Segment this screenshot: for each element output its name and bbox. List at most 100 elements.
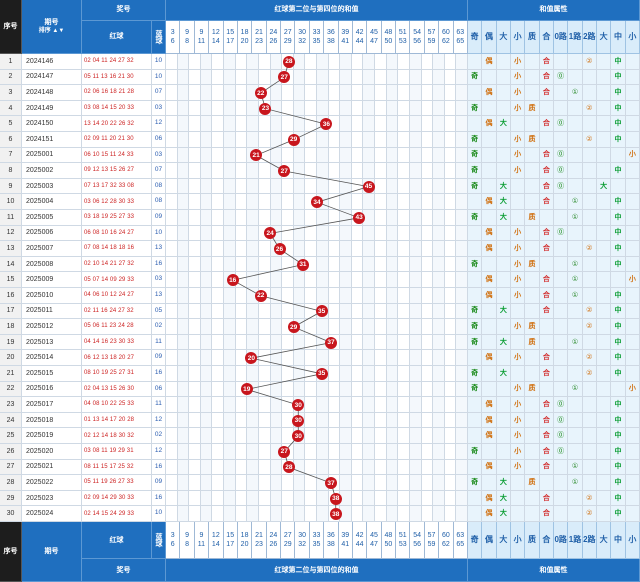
trend-cell <box>421 334 434 351</box>
trend-cell <box>375 334 387 351</box>
row-blue-ball: 06 <box>152 132 166 148</box>
row-seq: 17 <box>0 303 22 320</box>
trend-cell <box>270 210 283 226</box>
trend-cell <box>340 272 352 288</box>
trend-cell <box>200 272 213 288</box>
trend-cell <box>166 85 178 101</box>
trend-cell <box>421 506 434 522</box>
row-attr <box>468 288 483 304</box>
trend-cell <box>177 381 190 398</box>
row-attr: ⓪ <box>554 163 569 179</box>
trend-cell <box>177 303 190 320</box>
trend-cell <box>351 366 364 382</box>
trend-cell <box>224 459 236 476</box>
footer-trend-tick: 54 56 <box>410 522 425 560</box>
trend-cell <box>189 506 201 522</box>
trend-cell <box>409 350 422 366</box>
trend-cell <box>409 85 422 101</box>
row-seq: 14 <box>0 256 22 273</box>
trend-cell <box>177 444 190 460</box>
trend-cell <box>235 85 248 101</box>
tick-label: 57 <box>427 532 436 540</box>
row-attr <box>525 85 540 101</box>
row-attr <box>597 303 612 320</box>
trend-cell <box>177 428 190 444</box>
trend-cell <box>317 69 329 86</box>
trend-cell <box>398 116 410 132</box>
trend-cell <box>212 412 225 429</box>
header-trend-title: 红球第二位与第四位的和值 <box>166 0 468 21</box>
trend-cell <box>340 366 352 382</box>
trend-cell <box>456 475 468 491</box>
trend-cell <box>363 412 376 429</box>
row-attr <box>611 147 626 164</box>
tick-label: 21 <box>255 28 263 36</box>
trend-cell <box>340 54 352 70</box>
trend-cell <box>258 334 271 351</box>
row-attr: 中 <box>611 366 626 382</box>
trend-cell <box>398 194 410 210</box>
trend-cell <box>212 69 225 86</box>
tick-label: 45 <box>370 28 378 36</box>
row-attr: 中 <box>611 241 626 257</box>
trend-cell <box>456 85 468 101</box>
row-attr <box>482 132 497 148</box>
trend-cell <box>386 397 399 413</box>
row-attr: 质 <box>525 334 540 351</box>
trend-cell <box>166 303 178 320</box>
trend-cell <box>433 256 445 273</box>
trend-cell <box>375 506 387 522</box>
row-attr: ⓪ <box>554 147 569 164</box>
row-attr: 小 <box>511 272 526 288</box>
trend-cell <box>177 116 190 132</box>
row-attr: ⓪ <box>554 178 569 195</box>
trend-cell <box>305 225 317 242</box>
footer-trend-tick: 48 50 <box>381 522 397 560</box>
row-attr: 偶 <box>482 412 497 429</box>
tick-label: 39 <box>341 532 350 540</box>
sum-ball: 35 <box>315 367 328 380</box>
trend-cell <box>340 85 352 101</box>
row-attr <box>568 366 583 382</box>
row-attr <box>625 132 640 148</box>
tick-label: 27 <box>283 28 292 36</box>
trend-cell <box>351 54 364 70</box>
trend-cell <box>247 475 259 491</box>
trend-cell <box>409 241 422 257</box>
trend-cell <box>270 381 283 398</box>
row-blue-ball: 16 <box>152 366 166 382</box>
trend-cell <box>235 147 248 164</box>
trend-cell <box>305 54 317 70</box>
header-period-label[interactable]: 期号 排序 ▲▼ <box>22 0 82 54</box>
row-attr <box>496 69 511 86</box>
trend-cell <box>317 272 329 288</box>
row-attr: ① <box>568 459 583 476</box>
row-attr <box>597 132 612 148</box>
trend-cell <box>433 381 445 398</box>
row-attr: 合 <box>539 506 554 522</box>
trend-cell <box>433 116 445 132</box>
footer-period-label[interactable]: 期号 <box>22 522 82 582</box>
sort-toggle[interactable]: 排序 ▲▼ <box>38 28 65 34</box>
row-attr: 质 <box>525 256 540 273</box>
trend-cell <box>363 272 376 288</box>
trend-cell <box>375 256 387 273</box>
row-attr <box>568 350 583 366</box>
trend-cell <box>398 475 410 491</box>
trend-cell <box>351 225 364 242</box>
row-attr: 大 <box>496 475 511 491</box>
trend-cell <box>421 210 434 226</box>
trend-cell <box>177 319 190 335</box>
footer-trend-tick: 24 26 <box>266 522 282 560</box>
trend-cell <box>270 366 283 382</box>
row-attr <box>496 412 511 429</box>
trend-cell <box>328 132 341 148</box>
trend-cell <box>340 428 352 444</box>
header-trend-tick: 18 20 <box>237 20 253 54</box>
trend-cell <box>258 428 271 444</box>
trend-cell <box>212 444 225 460</box>
row-attr: ② <box>582 366 597 382</box>
trend-cell <box>409 444 422 460</box>
trend-cell <box>189 100 201 117</box>
row-attr <box>597 506 612 522</box>
